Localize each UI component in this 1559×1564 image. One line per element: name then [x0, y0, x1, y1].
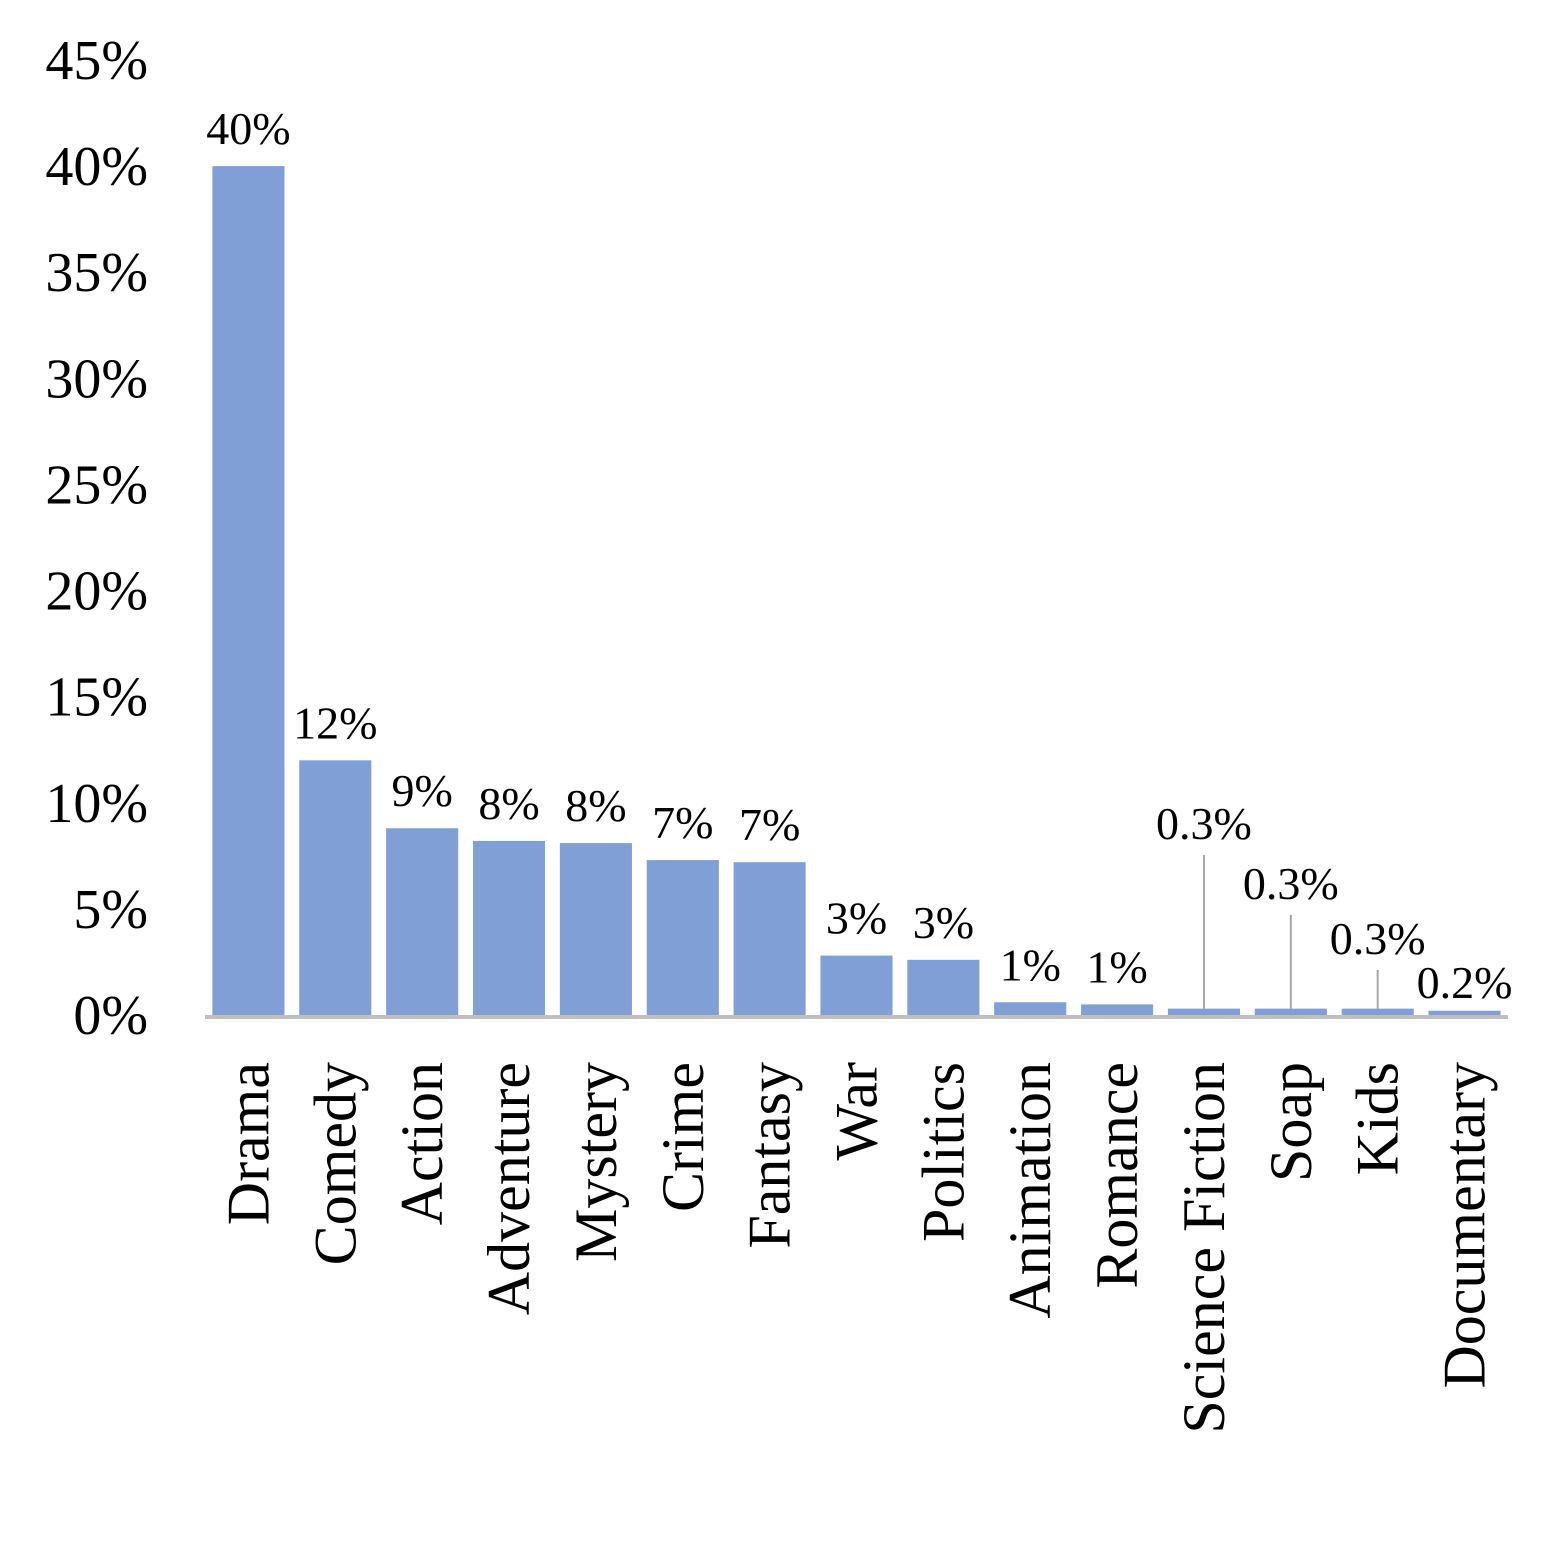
bar-mystery — [559, 843, 632, 1015]
y-tick-label: 30% — [45, 348, 148, 410]
data-label: 3% — [826, 893, 887, 944]
bar-science-fiction — [1167, 1008, 1241, 1015]
y-tick-label: 45% — [45, 30, 148, 92]
bar-soap — [1254, 1008, 1327, 1015]
x-tick-label: Crime — [650, 1062, 716, 1212]
data-label: 7% — [739, 799, 800, 850]
data-label: 1% — [1000, 939, 1061, 990]
data-label: 8% — [478, 778, 539, 829]
x-tick-label: Animation — [997, 1062, 1063, 1319]
bar-action — [386, 828, 459, 1015]
data-label: 7% — [652, 797, 713, 848]
data-label: 0.2% — [1417, 957, 1513, 1008]
x-tick-label: Adventure — [476, 1062, 542, 1315]
bar-politics — [907, 959, 980, 1015]
bar-animation — [994, 1002, 1067, 1015]
leader-lines — [1202, 855, 1379, 1009]
x-tick-label: Action — [389, 1062, 455, 1225]
x-tick-label: Drama — [215, 1062, 281, 1225]
bars — [212, 166, 1501, 1016]
data-label: 1% — [1086, 941, 1147, 992]
x-tick-label: Science Fiction — [1171, 1062, 1237, 1434]
bar-comedy — [299, 760, 372, 1015]
y-tick-label: 10% — [45, 773, 148, 835]
x-tick-label: Fantasy — [737, 1062, 803, 1249]
data-label: 3% — [913, 897, 974, 948]
bar-fantasy — [733, 862, 806, 1015]
bar-kids — [1341, 1008, 1414, 1015]
x-axis-labels: Drama Comedy Action Adventure Mystery Crime Fa… — [215, 1062, 1497, 1434]
bar-war — [820, 955, 893, 1015]
bar-crime — [646, 860, 719, 1015]
y-axis-ticks: 0% 5% 10% 15% 20% 25% 30% 35% 40% 45% — [45, 30, 148, 1047]
bar-drama — [212, 166, 285, 1016]
data-label: 9% — [392, 765, 453, 816]
x-tick-label: Mystery — [563, 1062, 629, 1262]
y-tick-label: 15% — [45, 667, 148, 729]
data-label: 0.3% — [1156, 798, 1252, 849]
y-tick-label: 5% — [73, 879, 148, 941]
bar-adventure — [472, 840, 546, 1015]
x-tick-label: Kids — [1345, 1062, 1411, 1175]
data-label: 12% — [293, 697, 377, 748]
data-label: 40% — [206, 103, 290, 154]
bar-documentary — [1428, 1010, 1501, 1015]
x-tick-label: Comedy — [302, 1062, 368, 1265]
y-tick-label: 35% — [45, 242, 148, 304]
y-tick-label: 0% — [73, 985, 148, 1047]
y-tick-label: 20% — [45, 561, 148, 623]
y-tick-label: 25% — [45, 454, 148, 516]
x-tick-label: War — [824, 1062, 890, 1160]
y-tick-label: 40% — [45, 136, 148, 198]
x-tick-label: Politics — [910, 1062, 976, 1242]
x-tick-label: Soap — [1258, 1062, 1324, 1182]
data-labels: 40%12%9% 8% 8% 7% 7%3% 3%1% 1%0.3%0.3%0.3%0.2% — [206, 103, 1512, 1008]
x-tick-label: Documentary — [1432, 1062, 1498, 1389]
data-label: 8% — [565, 780, 626, 831]
x-tick-label: Romance — [1084, 1062, 1150, 1289]
data-label: 0.3% — [1330, 913, 1426, 964]
data-label: 0.3% — [1243, 858, 1339, 909]
bar-romance — [1081, 1004, 1154, 1015]
